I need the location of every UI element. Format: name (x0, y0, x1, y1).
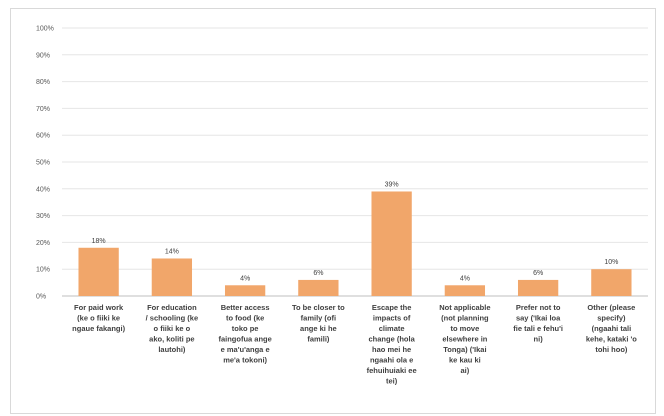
x-category-label-line: fehuihuiaki ee (367, 366, 417, 375)
bar (517, 279, 559, 296)
x-category-label-line: to move (450, 324, 479, 333)
x-category-label-line: ange ki he (300, 324, 337, 333)
y-tick-label: 90% (36, 52, 50, 59)
x-category-label-line: tei) (386, 377, 398, 386)
x-category-label: Better access to food (ke toko pe faingofua… (218, 303, 271, 365)
y-tick-label: 50% (36, 160, 50, 167)
x-category-label-line: Other (please (587, 303, 635, 312)
bar (78, 247, 119, 296)
chart-frame (10, 8, 656, 414)
data-label: 39% (385, 181, 399, 188)
x-category-label-line: famili) (307, 335, 330, 344)
data-label: 4% (460, 275, 470, 282)
bar (591, 269, 632, 296)
x-category-label-line: faingofua ange (218, 335, 271, 344)
x-category-label-line: Not applicable (439, 303, 490, 312)
x-category-label-line: impacts of (373, 314, 411, 323)
x-category-label: Not applicable (not planning to move elsewh… (439, 303, 490, 375)
x-category-label-line: to food (ke (226, 314, 264, 323)
bar (444, 285, 486, 296)
x-category-label-line: kehe, kataki 'o (586, 335, 637, 344)
x-category-label-line: specify) (597, 314, 626, 323)
x-category-label-line: Prefer not to (516, 303, 561, 312)
x-category-label-line: hao mei he (372, 345, 411, 354)
x-category-label-line: ni) (534, 335, 544, 344)
x-category-label-line: climate (379, 324, 405, 333)
x-category-label: For education / schooling (ke o fiiki ke o… (146, 303, 199, 354)
x-category-label: Prefer not to say ('Ikai loa fie tali e fe… (513, 303, 563, 344)
x-category-label-line: e ma'u'anga e (221, 345, 270, 354)
x-category-label: For paid work (ke o fiiki ke ngaue fakangi… (72, 303, 125, 333)
x-category-label-line: To be closer to (292, 303, 345, 312)
y-tick-label: 70% (36, 106, 50, 113)
x-category-label-line: (not planning (441, 314, 489, 323)
x-category-label-line: Tonga) ('Ikai (443, 345, 486, 354)
y-tick-label: 100% (36, 26, 54, 33)
x-category-label: Escape the impacts of climate change (hola h… (367, 303, 417, 386)
x-category-label-line: family (ofi (301, 314, 336, 323)
x-category-label-line: For paid work (74, 303, 124, 312)
x-category-label-line: ako, koliti pe (149, 335, 194, 344)
x-category-label-line: (ngaahi tali (592, 324, 632, 333)
y-tick-label: 30% (36, 213, 50, 220)
data-label: 4% (240, 275, 250, 282)
y-tick-label: 60% (36, 133, 50, 140)
bar (151, 258, 193, 296)
x-category-label-line: Escape the (372, 303, 412, 312)
x-category-label-line: tohi hoo) (595, 345, 628, 354)
x-category-label-line: o fiiki ke o (154, 324, 191, 333)
data-label: 6% (313, 270, 323, 277)
x-category-label-line: Better access (221, 303, 270, 312)
x-category-label: To be closer to family (ofi ange ki he fami… (292, 303, 345, 344)
x-category-label: Other (please specify) (ngaahi tali kehe, k… (586, 303, 637, 354)
data-label: 10% (604, 259, 618, 266)
x-category-label-line: (ke o fiiki ke (77, 314, 120, 323)
x-category-label-line: ngaahi ola e (370, 356, 413, 365)
x-category-label-line: toko pe (232, 324, 259, 333)
x-category-label-line: / schooling (ke (146, 314, 199, 323)
x-category-label-line: fie tali e fehu'i (513, 324, 563, 333)
data-label: 18% (92, 238, 106, 245)
bar (371, 191, 412, 296)
x-category-label-line: elsewhere in (442, 335, 487, 344)
bar (298, 279, 339, 296)
x-category-label-line: me'a tokoni) (223, 356, 267, 365)
x-category-label-line: For education (147, 303, 197, 312)
data-label: 14% (165, 248, 179, 255)
y-tick-label: 20% (36, 240, 50, 247)
x-category-label-line: change (hola (368, 335, 415, 344)
y-tick-label: 40% (36, 186, 50, 193)
x-category-label-line: ai) (460, 366, 469, 375)
data-label: 6% (533, 270, 543, 277)
x-category-label-line: ke kau ki (449, 356, 481, 365)
y-tick-label: 0% (36, 294, 46, 301)
y-tick-label: 10% (36, 267, 50, 274)
x-category-label-line: lautohi) (158, 345, 186, 354)
y-tick-label: 80% (36, 79, 50, 86)
x-category-label-line: say ('Ikai loa (516, 314, 561, 323)
bar (224, 285, 266, 296)
x-category-label-line: ngaue fakangi) (72, 324, 125, 333)
